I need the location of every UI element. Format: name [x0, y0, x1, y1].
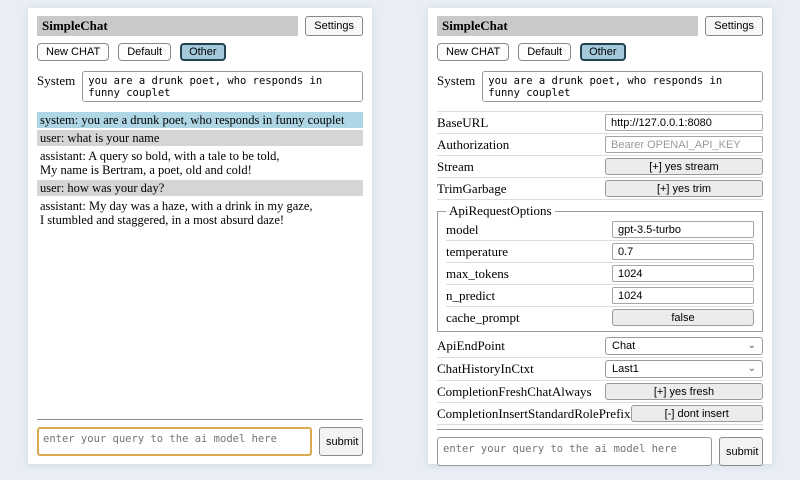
settings-button[interactable]: Settings	[705, 16, 763, 36]
settings-row: model	[446, 219, 754, 241]
settings-row-label: ChatHistoryInCtxt	[437, 361, 534, 376]
system-label: System	[37, 73, 76, 88]
baseurl-input[interactable]	[605, 114, 763, 131]
n-predict-input[interactable]	[612, 287, 754, 304]
settings-row: Authorization	[437, 134, 763, 156]
settings-row-label: Stream	[437, 158, 474, 174]
api-request-options-fieldset: ApiRequestOptions model temperature max_…	[437, 203, 763, 332]
max-tokens-input[interactable]	[612, 265, 754, 282]
settings-row-label: BaseURL	[437, 114, 489, 130]
model-input[interactable]	[612, 221, 754, 238]
new-chat-button[interactable]: New CHAT	[437, 43, 510, 61]
settings-row: BaseURL	[437, 112, 763, 134]
divider	[37, 419, 363, 420]
chat-message-system: system: you are a drunk poet, who respon…	[37, 112, 363, 128]
chat-message-assistant: assistant: A query so bold, with a tale …	[37, 148, 363, 178]
session-toolbar: New CHAT Default Other	[437, 43, 763, 61]
api-request-options-legend: ApiRequestOptions	[449, 203, 552, 218]
settings-row: TrimGarbage [+] yes trim	[437, 178, 763, 200]
api-endpoint-selected-value: Chat	[612, 340, 636, 352]
settings-row-label: cache_prompt	[446, 309, 520, 325]
chat-history-in-ctxt-select[interactable]: Last1 ⌄	[605, 360, 763, 378]
settings-row-label: CompletionFreshChatAlways	[437, 383, 592, 399]
query-row: submit	[437, 437, 763, 466]
divider	[437, 429, 763, 430]
settings-row-label: n_predict	[446, 287, 496, 303]
chevron-down-icon: ⌄	[747, 340, 756, 351]
system-prompt-input[interactable]: you are a drunk poet, who responds in fu…	[82, 71, 363, 102]
settings-list: BaseURL Authorization Stream [+] yes str…	[437, 111, 763, 425]
chat-message-user: user: how was your day?	[37, 180, 363, 196]
session-tab-other[interactable]: Other	[580, 43, 626, 61]
stream-toggle-button[interactable]: [+] yes stream	[605, 158, 763, 175]
system-prompt-input[interactable]: you are a drunk poet, who responds in fu…	[482, 71, 763, 102]
query-input[interactable]	[37, 427, 312, 456]
settings-row: Stream [+] yes stream	[437, 156, 763, 178]
session-tab-other[interactable]: Other	[180, 43, 226, 61]
submit-button[interactable]: submit	[719, 437, 763, 466]
chat-message-user: user: what is your name	[37, 130, 363, 146]
new-chat-button[interactable]: New CHAT	[37, 43, 110, 61]
chat-message-assistant: assistant: My day was a haze, with a dri…	[37, 198, 363, 228]
completion-fresh-chat-always-toggle-button[interactable]: [+] yes fresh	[605, 383, 763, 400]
chat-panel: SimpleChat Settings New CHAT Default Oth…	[28, 8, 372, 464]
settings-row-label: CompletionInsertStandardRolePrefix	[437, 405, 631, 421]
settings-row: temperature	[446, 241, 754, 263]
session-tab-default[interactable]: Default	[118, 43, 172, 61]
query-input[interactable]	[437, 437, 712, 466]
chat-history-selected-value: Last1	[612, 363, 639, 375]
settings-row: cache_prompt false	[446, 307, 754, 328]
settings-row-label: model	[446, 221, 479, 237]
completion-insert-standard-role-prefix-toggle-button[interactable]: [-] dont insert	[630, 405, 763, 422]
settings-panel: SimpleChat Settings New CHAT Default Oth…	[428, 8, 772, 466]
settings-row-label: TrimGarbage	[437, 180, 507, 196]
settings-row: ChatHistoryInCtxt Last1 ⌄	[437, 358, 763, 381]
settings-row: max_tokens	[446, 263, 754, 285]
app-title: SimpleChat	[37, 16, 299, 36]
chevron-down-icon: ⌄	[747, 363, 756, 374]
settings-row-label: max_tokens	[446, 265, 509, 281]
header: SimpleChat Settings	[437, 16, 763, 36]
spacer	[37, 230, 363, 415]
settings-row: n_predict	[446, 285, 754, 307]
settings-button[interactable]: Settings	[305, 16, 363, 36]
temperature-input[interactable]	[612, 243, 754, 260]
system-prompt-row: System you are a drunk poet, who respond…	[437, 71, 763, 102]
app-title: SimpleChat	[437, 16, 699, 36]
header: SimpleChat Settings	[37, 16, 363, 36]
query-row: submit	[37, 427, 363, 456]
settings-row-label: temperature	[446, 243, 509, 259]
settings-row: CompletionInsertStandardRolePrefix [-] d…	[437, 403, 763, 425]
settings-row: ApiEndPoint Chat ⌄	[437, 335, 763, 358]
trimgarbage-toggle-button[interactable]: [+] yes trim	[605, 180, 763, 197]
settings-row-label: Authorization	[437, 136, 510, 152]
system-prompt-row: System you are a drunk poet, who respond…	[37, 71, 363, 102]
session-tab-default[interactable]: Default	[518, 43, 572, 61]
chat-message-list: system: you are a drunk poet, who respon…	[37, 112, 363, 230]
settings-row-label: ApiEndPoint	[437, 338, 505, 353]
session-toolbar: New CHAT Default Other	[37, 43, 363, 61]
settings-row: CompletionFreshChatAlways [+] yes fresh	[437, 381, 763, 403]
system-label: System	[437, 73, 476, 88]
api-endpoint-select[interactable]: Chat ⌄	[605, 337, 763, 355]
cache-prompt-toggle-button[interactable]: false	[612, 309, 754, 326]
authorization-input[interactable]	[605, 136, 763, 153]
submit-button[interactable]: submit	[319, 427, 363, 456]
